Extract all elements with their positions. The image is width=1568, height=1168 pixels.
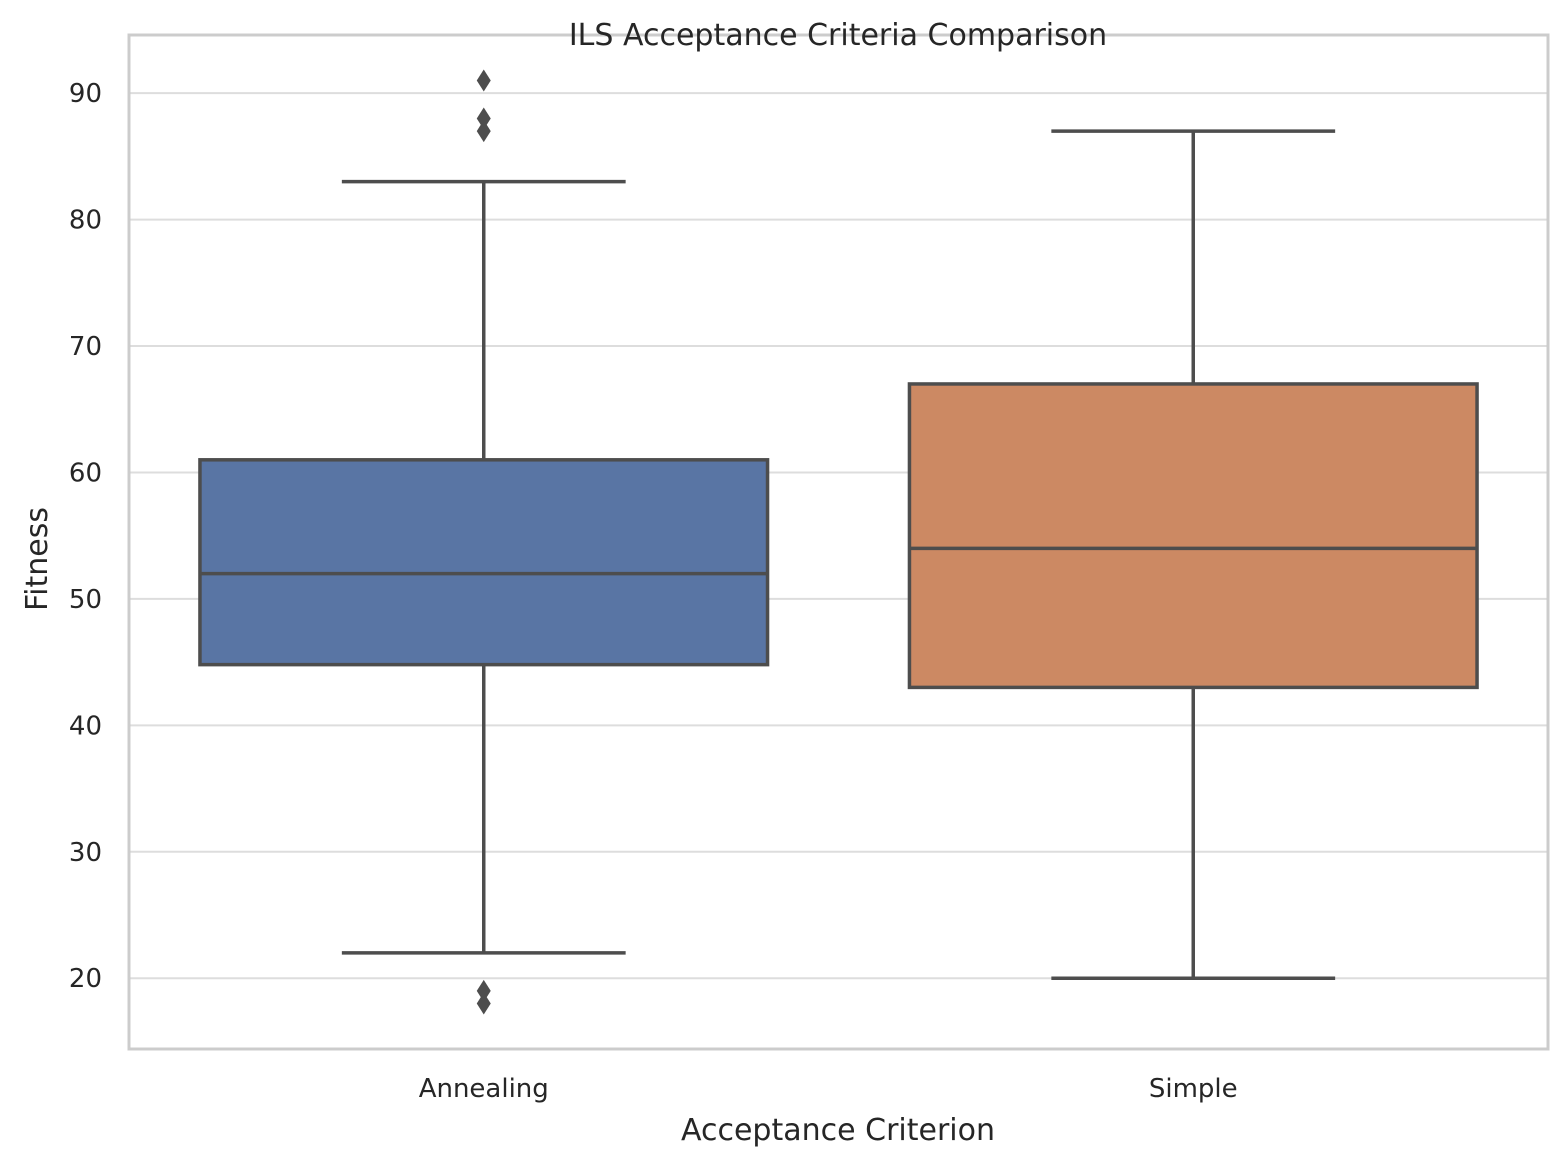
x-tick-label-annealing: Annealing <box>419 1074 549 1104</box>
plot-frame <box>127 33 1550 1051</box>
outlier-annealing-4 <box>476 992 491 1015</box>
box-simple <box>907 129 1479 980</box>
y-tick-label-90: 90 <box>69 79 102 109</box>
y-tick-label-20: 20 <box>69 964 102 994</box>
y-axis-label: Fitness <box>20 507 55 611</box>
y-tick-label-50: 50 <box>69 585 102 615</box>
box-annealing <box>198 69 770 1015</box>
y-tick-label-80: 80 <box>69 206 102 236</box>
chart-title: ILS Acceptance Criteria Comparison <box>569 18 1107 53</box>
x-tick-label-simple: Simple <box>1149 1074 1238 1104</box>
outlier-annealing-3 <box>476 979 491 1002</box>
y-tick-label-60: 60 <box>69 458 102 488</box>
x-axis-label: Acceptance Criterion <box>681 1113 995 1148</box>
iqr-box-simple <box>907 382 1479 690</box>
iqr-box-annealing <box>198 458 770 667</box>
y-tick-label-30: 30 <box>69 838 102 868</box>
x-axis-ticks: Annealing Simple <box>419 1074 1238 1104</box>
outlier-annealing-2 <box>476 120 491 143</box>
outlier-annealing-0 <box>476 69 491 92</box>
y-axis-ticks: 20 30 40 50 60 70 80 90 <box>69 79 102 994</box>
outlier-annealing-1 <box>476 107 491 130</box>
box-plot-series <box>198 69 1479 1015</box>
y-tick-label-40: 40 <box>69 711 102 741</box>
y-tick-label-70: 70 <box>69 332 102 362</box>
